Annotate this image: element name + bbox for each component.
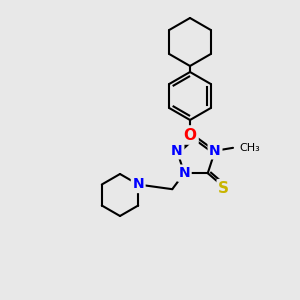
Text: N: N bbox=[132, 178, 144, 191]
Text: N: N bbox=[178, 166, 190, 180]
Text: CH₃: CH₃ bbox=[239, 143, 260, 153]
Text: N: N bbox=[209, 144, 221, 158]
Text: S: S bbox=[218, 181, 229, 196]
Text: N: N bbox=[171, 144, 183, 158]
Text: O: O bbox=[184, 128, 196, 142]
